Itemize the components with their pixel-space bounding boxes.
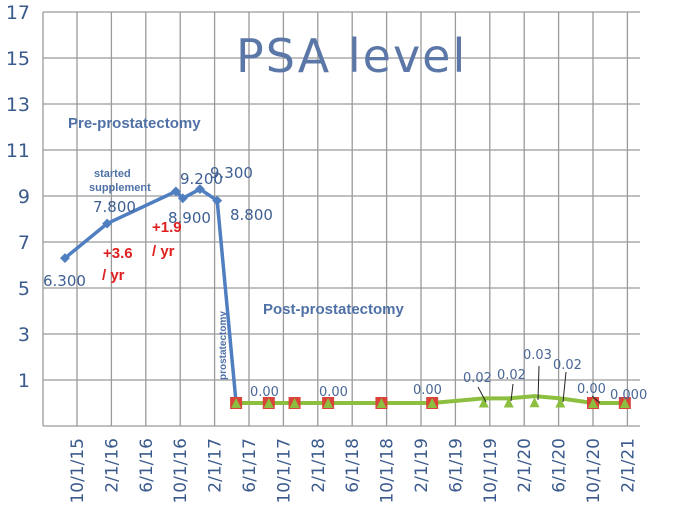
data-label: 0.02 [463,371,492,386]
y-tick-label: 9 [18,186,30,208]
x-tick-label: 2/1/17 [206,438,226,493]
annotation-rate1-unit: / yr [102,267,125,284]
y-tick-label: 1 [18,370,30,392]
y-tick-label: 3 [18,324,30,346]
chart-title: PSA level [236,29,467,83]
label-leader-line [591,395,601,404]
annotation-started: started [94,168,131,180]
x-tick-label: 10/1/16 [171,438,191,504]
data-label: 0.02 [497,368,526,383]
data-label: 0.00 [577,382,606,397]
x-tick-label: 2/1/21 [618,438,638,493]
data-labels: 6.300 7.800 9.200 8.900 9.300 8.800 0.00 0.00 0.… [43,164,647,404]
annotation-rate1: +3.6 [103,245,133,262]
data-point-pre [102,218,113,229]
data-point-post-triangle [231,398,242,408]
data-point-pre [177,193,188,204]
y-tick-label: 17 [6,2,30,24]
x-axis: 10/1/15 2/1/16 6/1/16 10/1/16 2/1/17 6/1/17 10… [68,438,638,504]
data-label: 0.00 [413,383,442,398]
data-label: 8.800 [230,206,273,224]
data-label: 6.300 [43,272,86,290]
y-tick-label: 13 [6,94,30,116]
x-tick-label: 2/1/16 [102,438,122,493]
annotation-rate2-unit: / yr [152,243,175,260]
x-tick-label: 10/1/18 [378,438,398,504]
x-tick-label: 6/1/18 [343,438,363,493]
annotation-rate2: +1.9 [152,219,182,236]
y-tick-label: 15 [6,48,30,70]
x-tick-label: 10/1/17 [274,438,294,504]
data-label: 7.800 [93,198,136,216]
label-leader-line [562,371,567,403]
data-label: 0.00 [250,385,279,400]
data-label: 0.000 [610,388,647,403]
data-label: 9.300 [210,164,253,182]
annotation-supplement: supplement [89,182,151,194]
data-point-post-triangle [478,397,489,408]
data-label: 8.900 [168,209,211,227]
label-leader-line [537,365,540,401]
data-point-post-triangle [427,398,438,408]
data-point-post-triangle [588,398,598,408]
label-leader-line [510,383,514,402]
series [60,184,631,409]
label-leader-line [477,386,487,403]
grid [42,11,640,427]
data-point-post-triangle [529,397,540,408]
data-point-post-triangle [619,398,630,408]
data-point-post-triangle [555,397,566,408]
data-point-post-triangle [263,398,274,408]
annotation-surgery: prostatectomy [218,311,229,380]
data-point-post-triangle [376,398,387,408]
data-point-post-triangle [503,397,514,408]
y-tick-label: 5 [18,278,30,300]
annotation-pre: Pre-prostatectomy [68,115,201,132]
data-point-pre [212,195,223,206]
data-point-pre [195,184,205,195]
x-tick-label: 10/1/20 [584,438,604,504]
x-tick-label: 10/1/19 [481,438,501,504]
annotation-post: Post-prostatectomy [263,301,405,318]
x-tick-label: 2/1/19 [412,438,432,493]
data-point-post-triangle [323,398,334,408]
data-label: 0.02 [553,358,582,373]
x-tick-label: 6/1/17 [240,438,260,493]
x-tick-label: 10/1/15 [68,438,88,504]
y-tick-label: 11 [6,140,30,162]
data-point-pre [170,186,181,197]
data-label: 0.03 [523,348,552,363]
x-tick-label: 6/1/20 [550,438,570,493]
x-tick-label: 6/1/16 [137,438,157,493]
x-tick-label: 2/1/20 [515,438,535,493]
data-label: 9.200 [180,170,223,188]
x-tick-label: 6/1/19 [446,438,466,493]
x-tick-label: 2/1/18 [309,438,329,493]
data-label: 0.00 [319,385,348,400]
y-tick-label: 7 [18,232,30,254]
data-point-post-triangle [289,398,300,408]
